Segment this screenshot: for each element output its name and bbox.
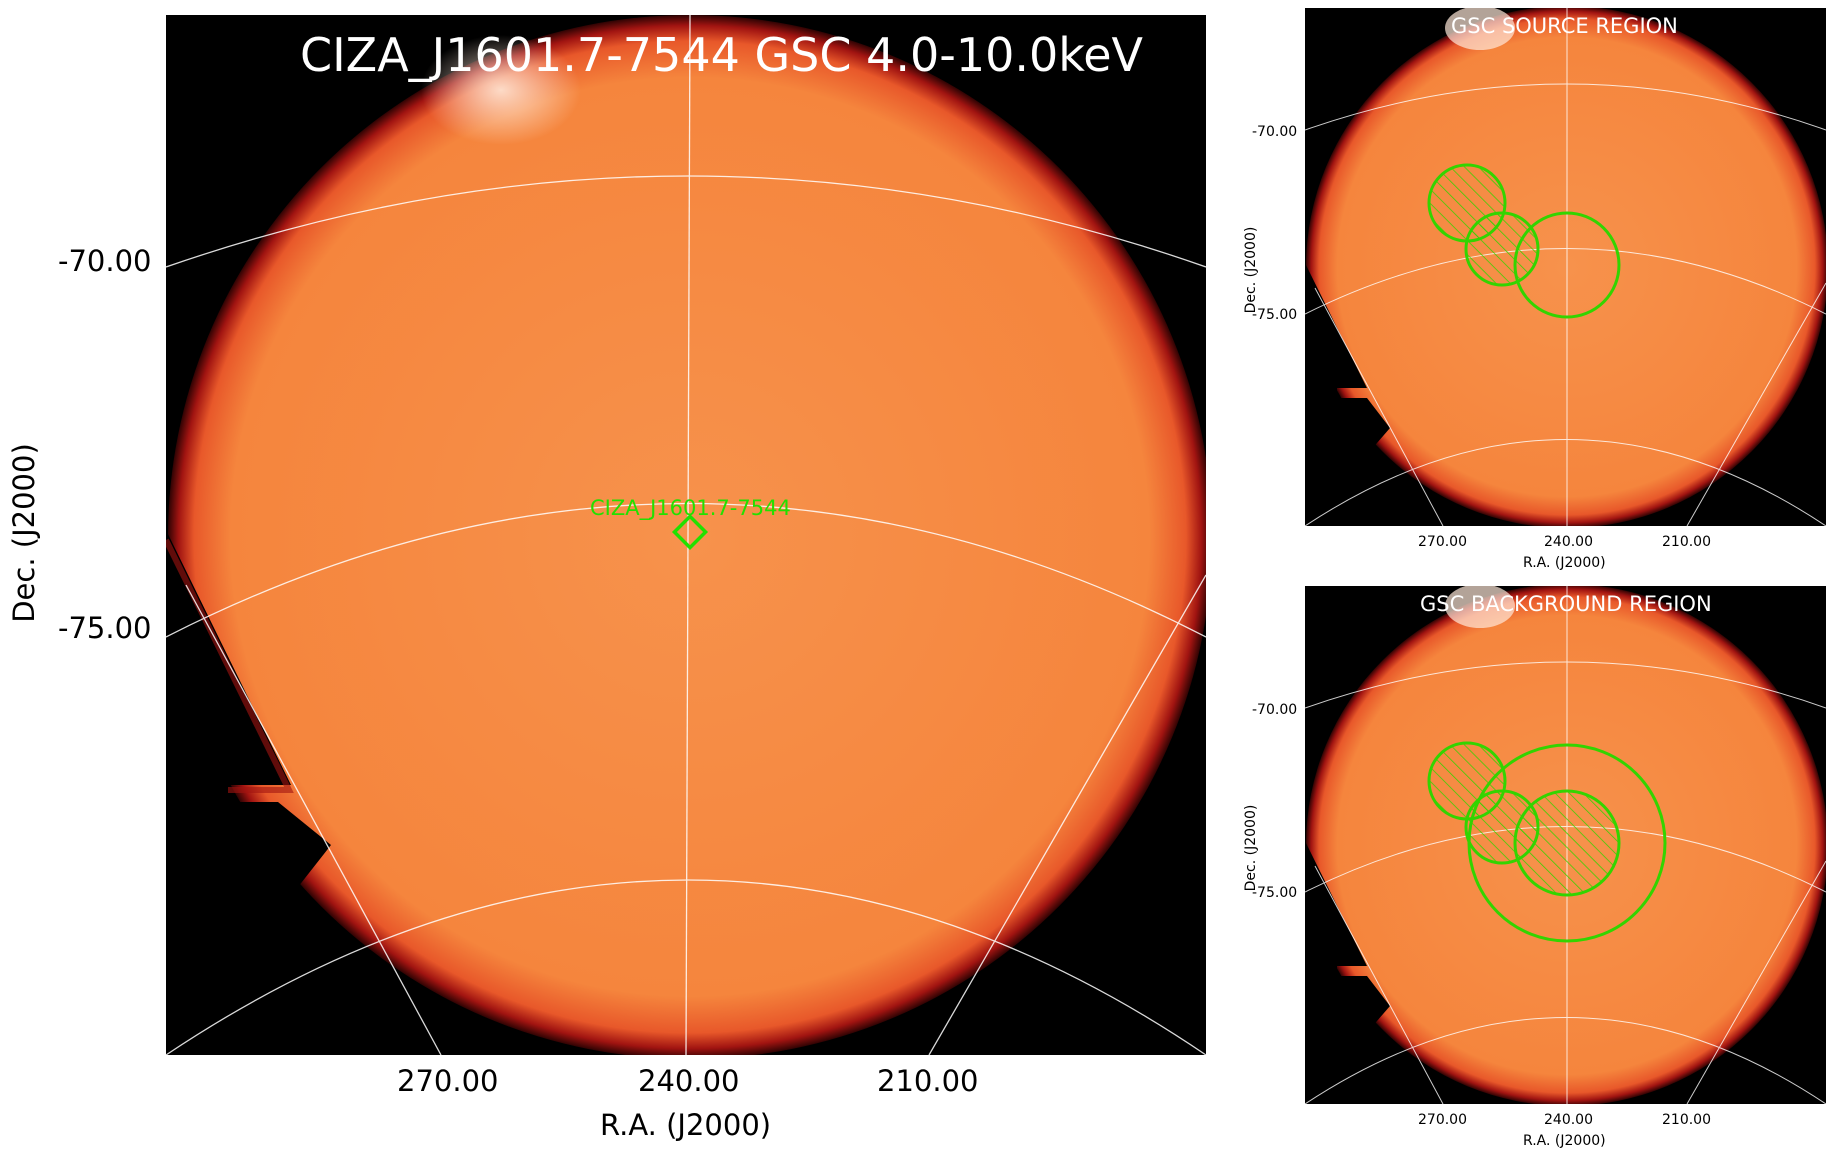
background-annulus-circle [1467,743,1667,943]
source-panel-title: GSC SOURCE REGION [1451,14,1678,38]
background-ra-tick-270: 270.00 [1418,1112,1467,1128]
background-ylabel: Dec. (J2000) [1243,804,1259,892]
source-ra-tick-270: 270.00 [1418,534,1467,550]
source-xlabel: R.A. (J2000) [1523,555,1606,571]
main-coordinate-grid [166,15,1206,1055]
background-ra-tick-240: 240.00 [1544,1112,1593,1128]
main-image-panel [166,15,1206,1055]
source-region-panel [1305,8,1826,526]
main-dec-tick-70: -70.00 [58,244,152,278]
main-ra-tick-210: 210.00 [877,1064,979,1098]
source-sky-image [1305,8,1826,526]
source-label: CIZA_J1601.7-7544 [590,496,791,520]
hatched-source-circle [1513,789,1621,897]
main-ra-tick-240: 240.00 [638,1064,740,1098]
source-region-circle [1513,211,1621,319]
background-sky-image [1305,586,1826,1104]
source-ylabel: Dec. (J2000) [1243,226,1259,314]
main-ra-tick-270: 270.00 [397,1064,499,1098]
source-dec-tick-70: -70.00 [1252,124,1298,140]
hatched-exclusion-circle [1464,211,1540,287]
bright-spot [421,35,581,145]
background-xlabel: R.A. (J2000) [1523,1133,1606,1149]
source-ra-tick-240: 240.00 [1544,534,1593,550]
main-ylabel: Dec. (J2000) [7,443,41,623]
background-panel-title: GSC BACKGROUND REGION [1420,592,1712,616]
main-title: CIZA_J1601.7-7544 GSC 4.0-10.0keV [300,28,1144,82]
source-ra-tick-210: 210.00 [1662,534,1711,550]
background-dec-tick-75: -75.00 [1252,885,1298,901]
background-region-panel [1305,586,1826,1104]
source-diamond-marker [671,513,709,551]
source-dec-tick-75: -75.00 [1252,307,1298,323]
main-dec-tick-75: -75.00 [58,611,152,645]
source-coordinate-grid [1305,8,1826,526]
main-xlabel: R.A. (J2000) [600,1108,772,1142]
background-ra-tick-210: 210.00 [1662,1112,1711,1128]
background-dec-tick-70: -70.00 [1252,702,1298,718]
main-sky-image [166,15,1206,1055]
